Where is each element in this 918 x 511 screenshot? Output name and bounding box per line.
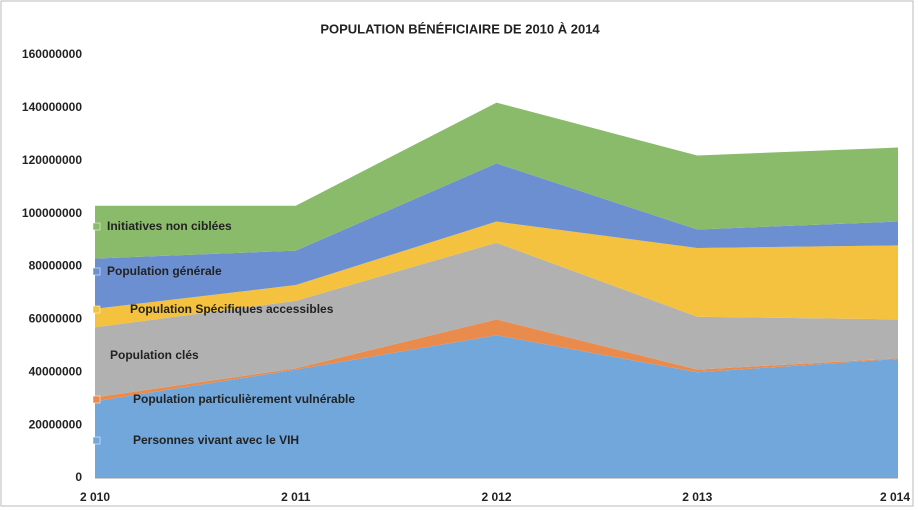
legend-swatch — [92, 305, 101, 314]
legend-label: Population particulièrement vulnérable — [133, 392, 355, 406]
y-tick-label: 120000000 — [22, 153, 82, 167]
legend-label: Population Spécifiques accessibles — [130, 302, 334, 316]
legend-label: Personnes vivant avec le VIH — [133, 433, 299, 447]
legend-swatch — [92, 222, 101, 231]
legend-label: Population clés — [110, 348, 199, 362]
x-tick-label: 2 011 — [281, 490, 311, 504]
area — [95, 163, 898, 309]
legend-swatch — [92, 267, 101, 276]
area — [95, 102, 898, 259]
y-tick-label: 100000000 — [22, 206, 82, 220]
legend-label: Initiatives non ciblées — [107, 219, 232, 233]
x-tick-label: 2 014 — [880, 490, 910, 504]
y-tick-label: 20000000 — [29, 417, 83, 431]
y-tick-label: 80000000 — [29, 259, 83, 273]
y-tick-label: 160000000 — [22, 47, 82, 61]
y-tick-label: 60000000 — [29, 312, 83, 326]
legend-swatch — [92, 395, 101, 404]
x-tick-label: 2 012 — [481, 490, 511, 504]
area — [95, 242, 898, 398]
x-tick-label: 2 010 — [80, 490, 110, 504]
y-tick-label: 40000000 — [29, 364, 83, 378]
x-tick-label: 2 013 — [682, 490, 712, 504]
legend-label: Population générale — [107, 264, 222, 278]
area — [95, 335, 898, 478]
y-tick-label: 140000000 — [22, 100, 82, 114]
chart-title: POPULATION BÉNÉFICIAIRE DE 2010 À 2014 — [320, 21, 600, 36]
y-tick-label: 0 — [75, 470, 82, 484]
legend-swatch — [92, 436, 101, 445]
